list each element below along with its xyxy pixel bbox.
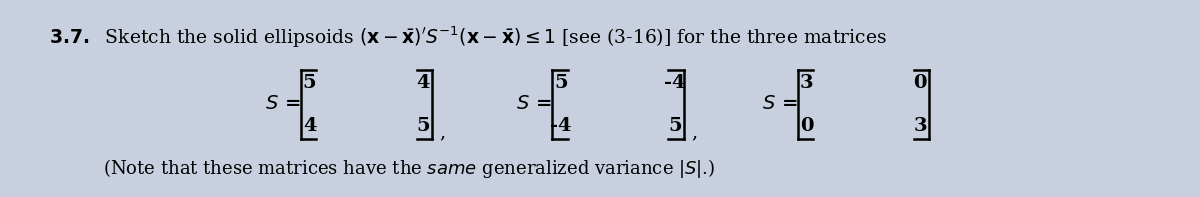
Text: 5: 5 (302, 74, 317, 92)
Text: ,: , (439, 124, 445, 142)
Text: 0: 0 (799, 117, 814, 135)
Text: (Note that these matrices have the $\mathit{same}$ generalized variance $|\mathi: (Note that these matrices have the $\mat… (103, 157, 715, 180)
Text: 5: 5 (554, 74, 568, 92)
Text: $\mathbf{3.7.}$  Sketch the solid ellipsoids $(\mathbf{x} - \bar{\mathbf{x}})'\m: $\mathbf{3.7.}$ Sketch the solid ellipso… (49, 25, 887, 50)
Text: $\mathit{S}$ =: $\mathit{S}$ = (516, 95, 552, 113)
Text: 3: 3 (913, 117, 928, 135)
Text: $\mathit{S}$ =: $\mathit{S}$ = (265, 95, 300, 113)
Text: 5: 5 (416, 117, 431, 135)
Text: -4: -4 (664, 74, 685, 92)
Text: -4: -4 (551, 117, 572, 135)
Text: ,: , (691, 124, 697, 142)
Text: 0: 0 (913, 74, 928, 92)
Text: $\mathit{S}$ =: $\mathit{S}$ = (762, 95, 797, 113)
Text: 3: 3 (799, 74, 814, 92)
Text: 4: 4 (302, 117, 317, 135)
Text: 4: 4 (416, 74, 430, 92)
Text: 5: 5 (668, 117, 682, 135)
